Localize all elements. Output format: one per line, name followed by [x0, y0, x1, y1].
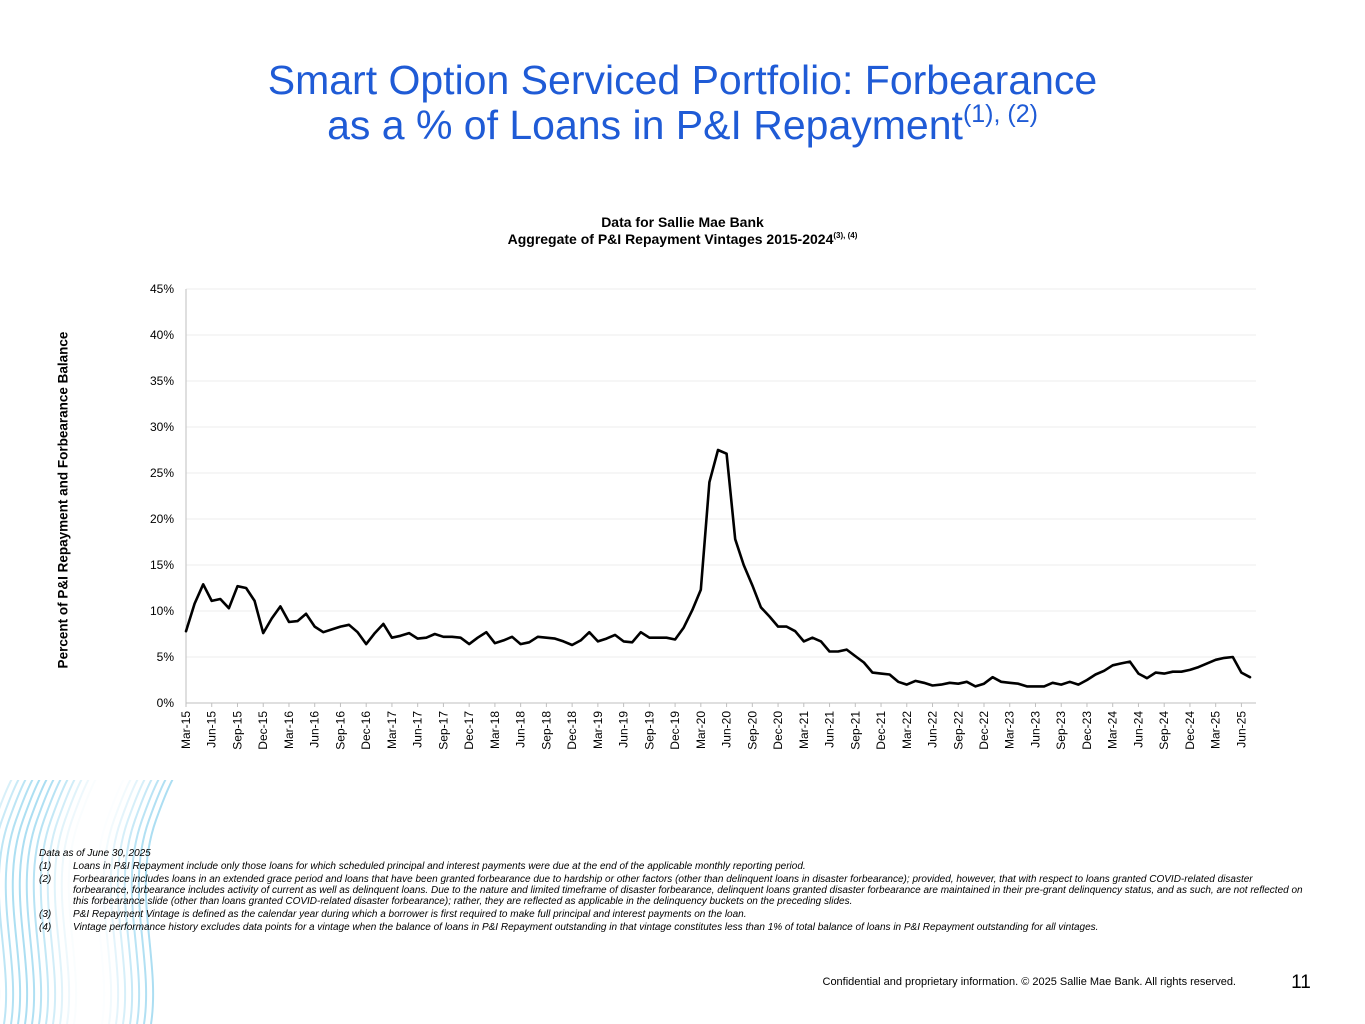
decorative-wave-line	[67, 780, 97, 1024]
x-tick-label: Mar-15	[179, 711, 193, 749]
page-title-footnote-ref: (1), (2)	[962, 100, 1038, 128]
x-tick-label: Sep-15	[230, 711, 244, 750]
decorative-wave-line	[32, 780, 62, 1024]
footnote-text: Vintage performance history excludes dat…	[73, 922, 1099, 933]
x-tick-label: Sep-17	[436, 711, 450, 750]
decorative-wave-graphic	[0, 780, 174, 1024]
y-tick-label: 35%	[150, 374, 174, 388]
decorative-wave-line	[109, 780, 139, 1024]
x-tick-label: Sep-21	[848, 711, 862, 750]
x-tick-label: Jun-25	[1234, 711, 1248, 748]
decorative-wave-line	[137, 780, 167, 1024]
x-tick-label: Jun-17	[411, 711, 425, 748]
chart-title: Data for Sallie Mae Bank	[601, 214, 764, 230]
x-tick-label: Mar-18	[488, 711, 502, 749]
x-tick-label: Sep-19	[642, 711, 656, 750]
chart-subtitle: Aggregate of P&I Repayment Vintages 2015…	[507, 231, 834, 247]
x-tick-label: Dec-18	[565, 711, 579, 750]
x-tick-label: Sep-23	[1054, 711, 1068, 750]
decorative-wave-line	[116, 780, 146, 1024]
x-tick-label: Jun-21	[823, 711, 837, 748]
x-tick-label: Sep-16	[333, 711, 347, 750]
y-tick-label: 15%	[150, 558, 174, 572]
forbearance-line-chart: 0% 5% 10% 15% 20% 25% 30% 35% 40% 45% Mar-15 Jun-15…	[150, 282, 1256, 750]
decorative-wave-line	[46, 780, 76, 1024]
x-tick-label: Dec-24	[1183, 711, 1197, 750]
footnote-number: (3)	[39, 909, 52, 920]
decorative-wave-line	[39, 780, 69, 1024]
page-title-line2: as a % of Loans in P&I Repayment(1), (2)	[0, 100, 1365, 148]
y-tick-label: 10%	[150, 604, 174, 618]
x-tick-label: Dec-22	[977, 711, 991, 750]
decorative-wave-line	[0, 780, 27, 1024]
x-tick-label: Dec-16	[359, 711, 373, 750]
decorative-wave-line	[102, 780, 132, 1024]
footnote-data-date: Data as of June 30, 2025	[39, 848, 151, 859]
page-title-line1: Smart Option Serviced Portfolio: Forbear…	[267, 57, 1098, 103]
y-tick-label: 0%	[157, 696, 175, 710]
y-tick-label: 25%	[150, 466, 174, 480]
y-tick-label: 40%	[150, 328, 174, 342]
y-tick-label: 30%	[150, 420, 174, 434]
x-tick-label: Mar-23	[1003, 711, 1017, 749]
x-tick-label: Jun-23	[1028, 711, 1042, 748]
decorative-wave-line	[144, 780, 174, 1024]
page-title-line2-text: as a % of Loans in P&I Repayment	[327, 102, 963, 148]
footnotes: Data as of June 30, 2025 (1) Loans in P&…	[39, 848, 1309, 935]
x-tick-label: Mar-20	[694, 711, 708, 749]
x-tick-label: Sep-22	[951, 711, 965, 750]
footnote-text: Forbearance includes loans in an extende…	[73, 874, 1303, 907]
x-tick-label: Jun-18	[514, 711, 528, 748]
x-tick-label: Sep-20	[745, 711, 759, 750]
y-tick-label: 20%	[150, 512, 174, 526]
decorative-wave-line	[4, 780, 34, 1024]
decorative-wave-line	[18, 780, 48, 1024]
x-tick-label: Dec-19	[668, 711, 682, 750]
x-tick-label: Dec-17	[462, 711, 476, 750]
decorative-wave-line	[130, 780, 160, 1024]
decorative-wave-line	[11, 780, 41, 1024]
footnote-text: Loans in P&I Repayment include only thos…	[73, 861, 806, 872]
x-tick-label: Mar-17	[385, 711, 399, 749]
x-tick-label: Mar-19	[591, 711, 605, 749]
y-tick-label: 45%	[150, 282, 174, 296]
footnote-number: (2)	[39, 874, 52, 885]
footnote-2: (2) Forbearance includes loans in an ext…	[39, 874, 1309, 907]
x-tick-label: Dec-15	[256, 711, 270, 750]
footnote-1: (1) Loans in P&I Repayment include only …	[39, 861, 1309, 872]
y-tick-label: 5%	[157, 650, 175, 664]
page-number: 11	[1291, 972, 1311, 993]
chart-subtitle-footnote-ref: (3), (4)	[833, 231, 858, 240]
x-tick-label: Jun-16	[308, 711, 322, 748]
chart-title-block: Data for Sallie Mae Bank Aggregate of P&…	[0, 214, 1365, 248]
page-title: Smart Option Serviced Portfolio: Forbear…	[0, 58, 1365, 148]
x-tick-label: Jun-20	[720, 711, 734, 748]
x-tick-label: Jun-24	[1131, 711, 1145, 748]
x-tick-label: Sep-18	[539, 711, 553, 750]
decorative-wave-line	[60, 780, 90, 1024]
x-tick-label: Jun-22	[926, 711, 940, 748]
x-tick-label: Dec-23	[1080, 711, 1094, 750]
forbearance-series-line	[184, 448, 1252, 688]
decorative-wave-line	[123, 780, 153, 1024]
decorative-wave-line	[25, 780, 55, 1024]
footnote-number: (1)	[39, 861, 52, 872]
x-tick-label: Jun-15	[205, 711, 219, 748]
x-tick-label: Mar-22	[900, 711, 914, 749]
decorative-wave-line	[53, 780, 83, 1024]
footnote-text: P&I Repayment Vintage is defined as the …	[73, 909, 747, 920]
footnote-3: (3) P&I Repayment Vintage is defined as …	[39, 909, 1309, 920]
chart-subtitle-line: Aggregate of P&I Repayment Vintages 2015…	[0, 231, 1365, 248]
x-tick-label: Mar-24	[1106, 711, 1120, 749]
x-tick-label: Mar-25	[1209, 711, 1223, 749]
footnote-number: (4)	[39, 922, 52, 933]
x-tick-label: Dec-21	[874, 711, 888, 750]
confidentiality-notice: Confidential and proprietary information…	[822, 976, 1237, 988]
footnote-4: (4) Vintage performance history excludes…	[39, 922, 1309, 933]
x-tick-label: Dec-20	[771, 711, 785, 750]
x-tick-label: Mar-16	[282, 711, 296, 749]
x-tick-label: Sep-24	[1157, 711, 1171, 750]
x-tick-label: Jun-19	[617, 711, 631, 748]
x-tick-label: Mar-21	[797, 711, 811, 749]
